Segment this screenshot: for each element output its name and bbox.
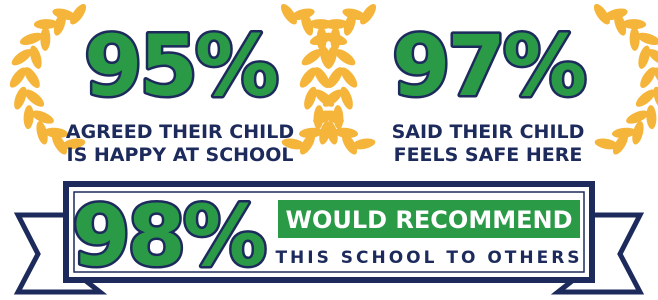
banner-value: 98% [72,187,265,285]
laurel-leaf [40,27,50,51]
stat-value: 97% [392,17,585,115]
laurel-leaf [23,105,34,129]
banner-headline: WOULD RECOMMEND [286,206,573,234]
infographic: 95% AGREED THEIR CHILD IS HAPPY AT SCHOO… [0,0,658,300]
laurel-leaf [646,105,657,129]
stat-caption: IS HAPPY AT SCHOOL [67,144,294,166]
stat-caption: SAID THEIR CHILD [392,121,585,143]
laurel-leaf [22,87,47,110]
laurel-leaf [28,44,44,70]
laurel-leaf [636,44,652,70]
laurel-leaf [629,27,639,51]
laurel-leaf [633,87,658,110]
laurel-leaf [316,27,326,51]
stat-caption: FEELS SAFE HERE [394,144,583,166]
stat-value: 95% [84,17,277,115]
stat-caption: AGREED THEIR CHILD [66,121,294,143]
banner-subline: THIS SCHOOL TO OTHERS [275,248,582,268]
laurel-leaf [637,65,658,91]
